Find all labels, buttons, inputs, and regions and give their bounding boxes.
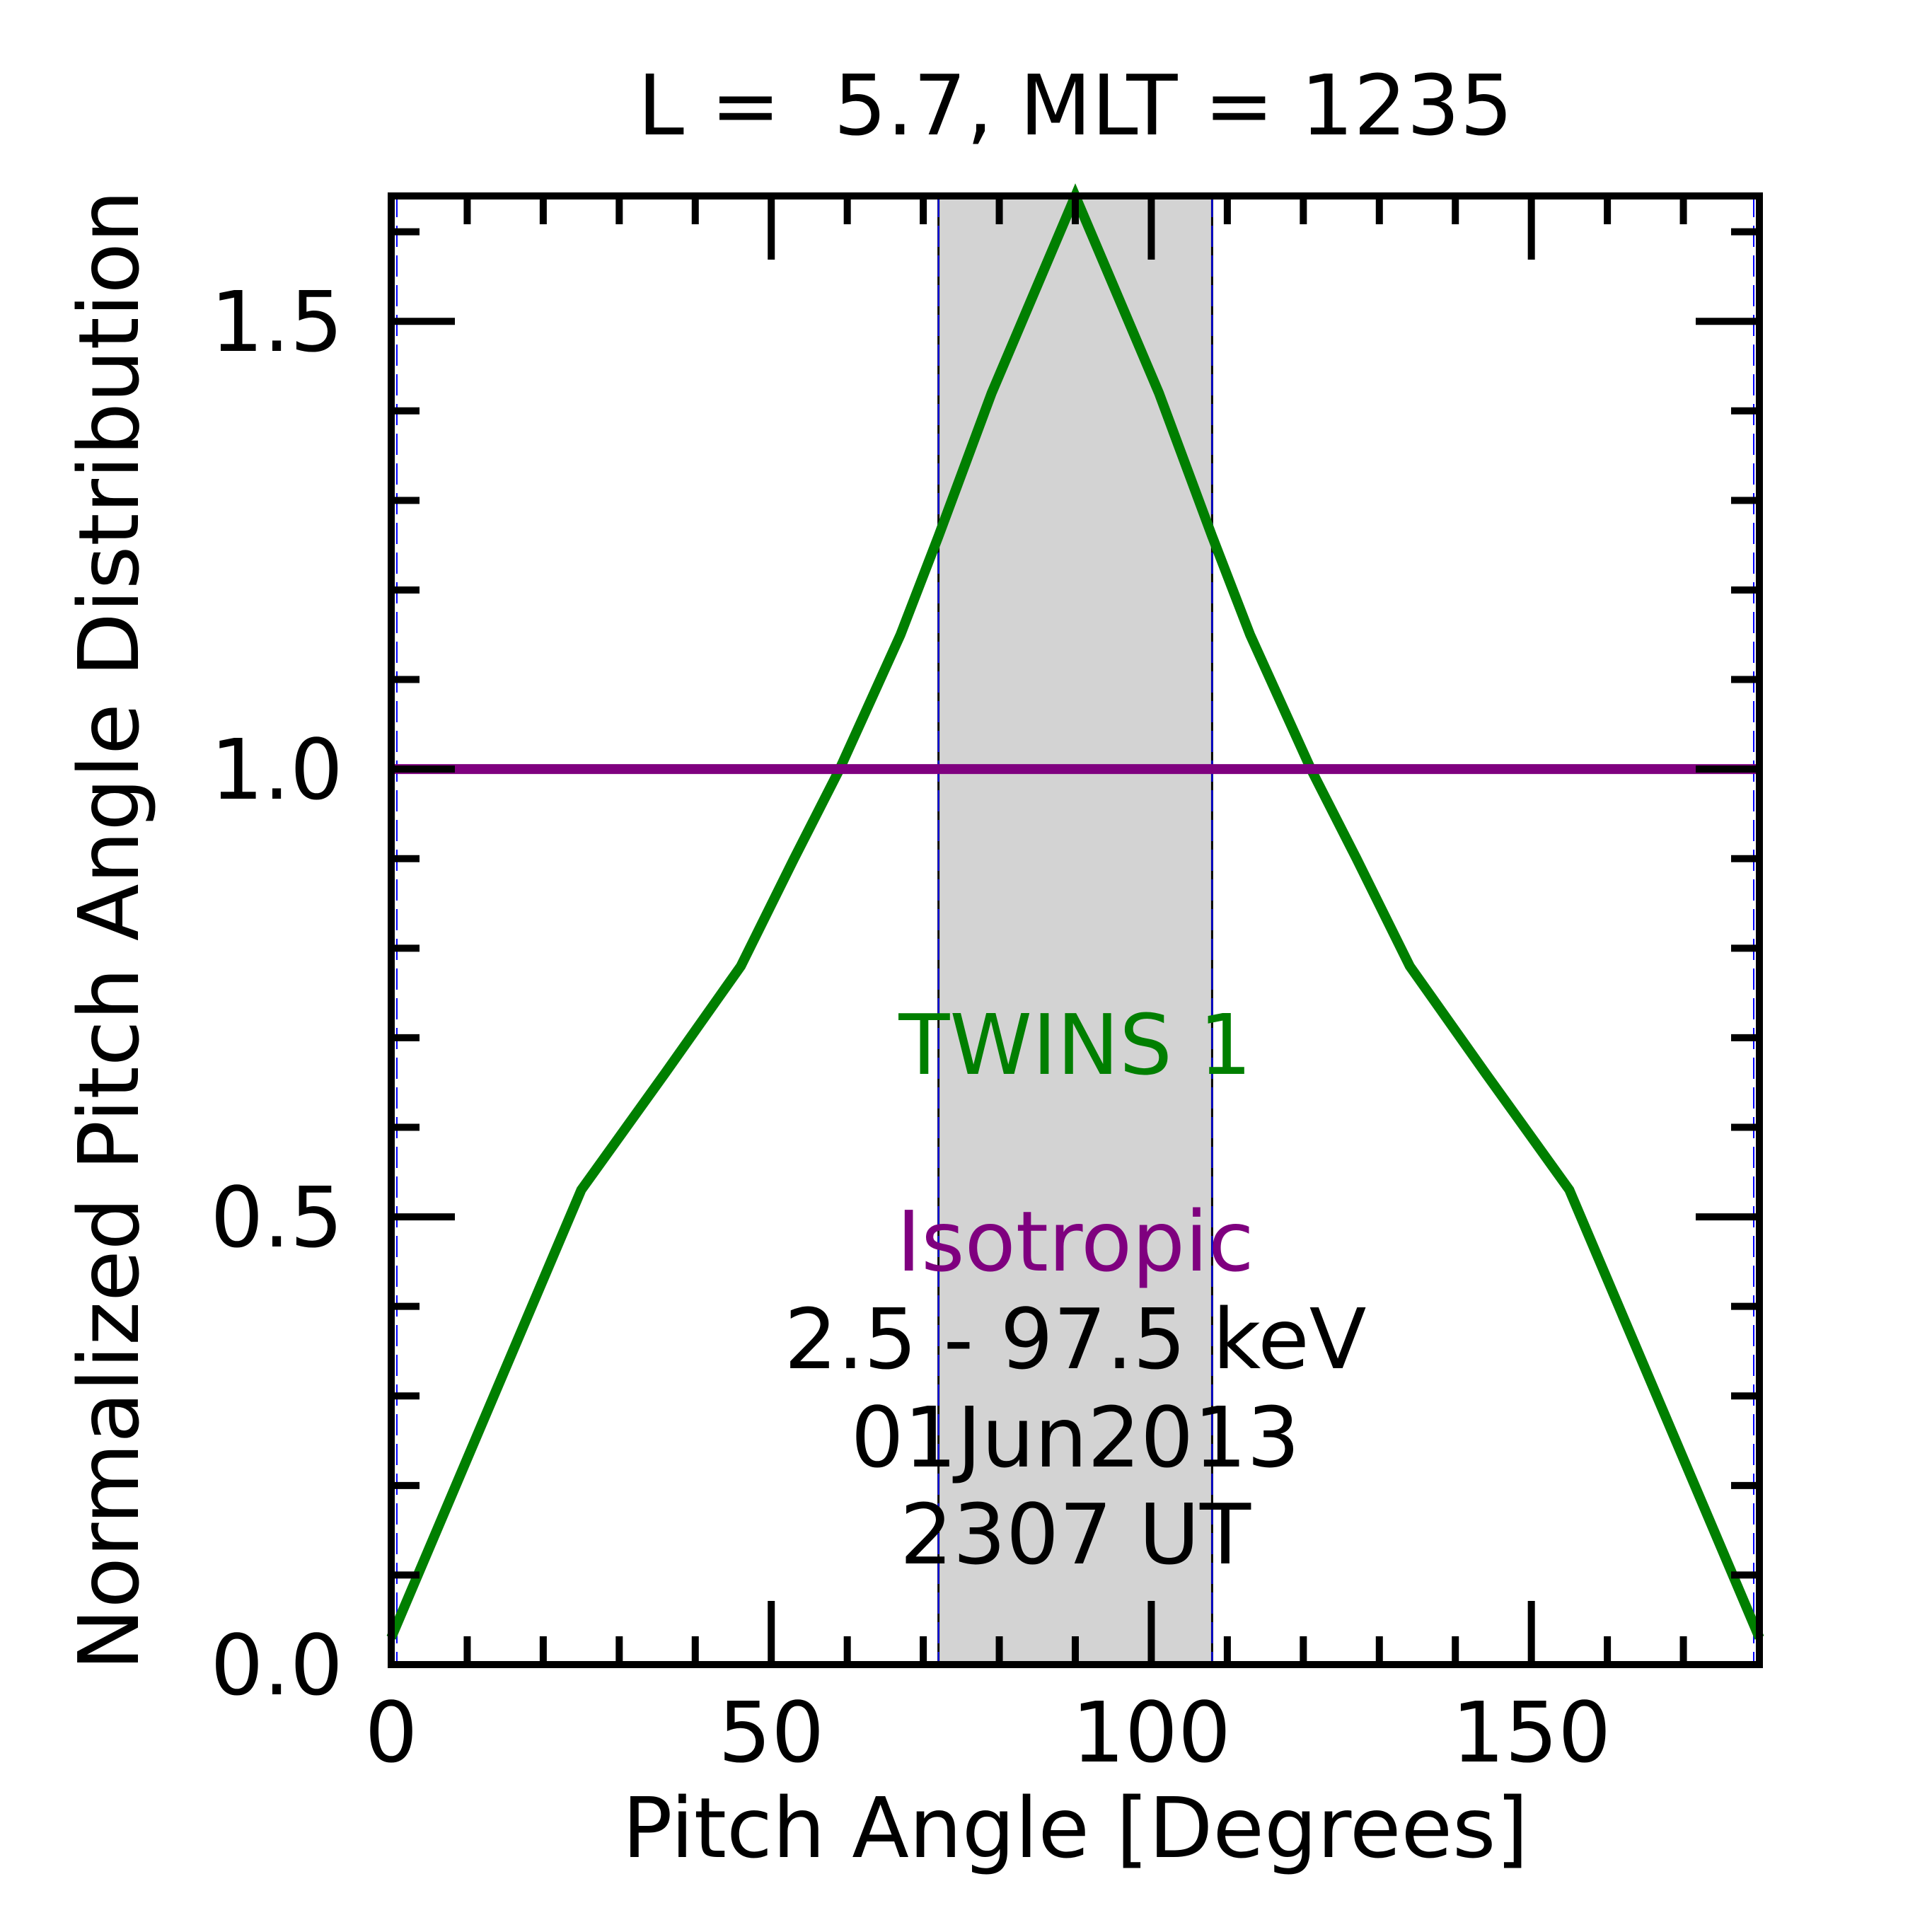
y-tick-label: 0.5 <box>210 1169 343 1266</box>
x-tick-label: 0 <box>364 1684 417 1781</box>
shaded-band <box>938 196 1213 1665</box>
x-axis-label: Pitch Angle [Degrees] <box>622 1779 1528 1877</box>
time-annotation: 2307 UT <box>900 1486 1251 1583</box>
x-tick-label: 50 <box>718 1684 824 1781</box>
energy-range-annotation: 2.5 - 97.5 keV <box>785 1290 1367 1388</box>
legend-twins-1: TWINS 1 <box>898 996 1251 1094</box>
y-axis-label: Normalized Pitch Angle Distribution <box>60 190 158 1670</box>
x-tick-label: 150 <box>1452 1684 1611 1781</box>
x-tick-label: 100 <box>1072 1684 1231 1781</box>
y-tick-label: 1.5 <box>210 273 343 371</box>
date-annotation: 01Jun2013 <box>851 1389 1300 1486</box>
legend-isotropic: Isotropic <box>896 1193 1254 1290</box>
plot-frame <box>388 192 1763 1668</box>
chart-title: L = 5.7, MLT = 1235 <box>637 57 1512 154</box>
y-tick-label: 0.0 <box>210 1616 343 1714</box>
y-tick-label: 1.0 <box>210 721 343 819</box>
